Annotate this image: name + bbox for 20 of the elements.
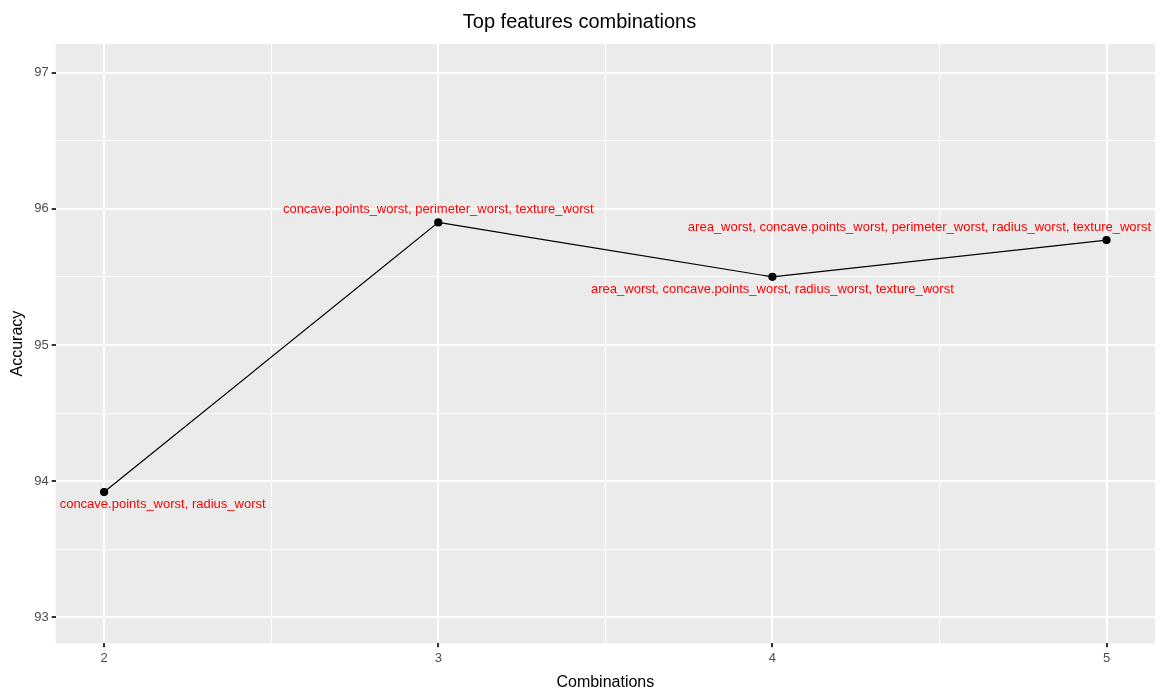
annotation: area_worst, concave.points_worst, radius_worst, texture_worst	[591, 280, 955, 296]
y-tick-label: 97	[34, 64, 49, 80]
x-tick-label: 4	[768, 649, 777, 665]
y-axis-title: Accuracy	[8, 310, 26, 377]
x-tick-label: 2	[100, 649, 108, 665]
chart-title: Top features combinations	[462, 9, 697, 32]
x-tick-label: 5	[1102, 649, 1111, 665]
y-tick-label: 95	[34, 336, 49, 352]
point	[100, 487, 109, 497]
y-tick-label: 96	[34, 200, 49, 216]
annotation: concave.points_worst, perimeter_worst, texture_worst	[282, 201, 594, 217]
x-axis-title: Combinations	[556, 672, 655, 690]
point	[434, 218, 443, 227]
x-tick-label: 3	[434, 649, 442, 665]
annotation: concave.points_worst, radius_worst	[59, 496, 266, 512]
y-tick-label: 94	[34, 472, 49, 488]
y-tick-label: 93	[34, 608, 49, 624]
point	[768, 272, 777, 281]
annotation: area_worst, concave.points_worst, perimeter_worst, radius_worst, texture_worst	[687, 219, 1152, 235]
point	[1102, 236, 1111, 245]
